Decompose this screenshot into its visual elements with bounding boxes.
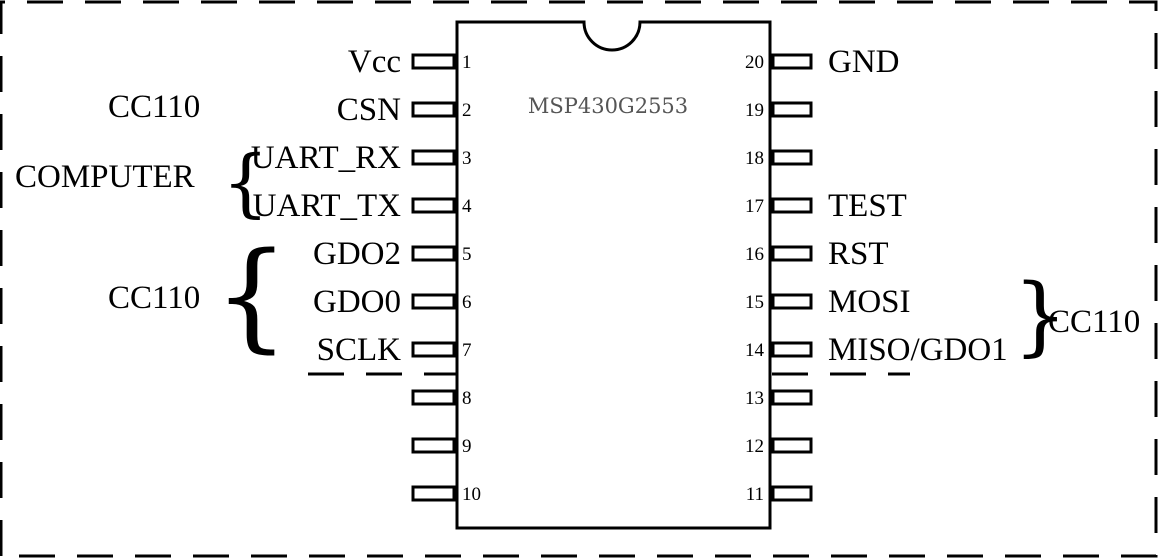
- uart-group-label: COMPUTER: [15, 159, 195, 195]
- pin-5-lead: [411, 245, 456, 262]
- pin-6-number: 6: [462, 292, 472, 313]
- pin-13-number: 13: [745, 388, 764, 409]
- pin-12-lead: [771, 437, 813, 454]
- pin-7-label: SCLK: [317, 332, 402, 368]
- pin-8-number: 8: [462, 388, 472, 409]
- pin-17-label: TEST: [828, 188, 907, 224]
- pin-18-number: 18: [745, 148, 764, 169]
- pin-3-label: UART_RX: [251, 140, 401, 176]
- pin-4-label: UART_TX: [253, 188, 402, 224]
- pin-7-number: 7: [462, 340, 472, 361]
- chip-name: MSP430G2553: [528, 94, 688, 118]
- left-pin-group: 1 Vcc 2 CSN 3 UART_RX 4 UART_TX 5 GDO2 6 GDO0 7 SCLK 8…: [251, 44, 481, 505]
- pin-13-lead: [771, 389, 813, 406]
- pin-1-lead: [411, 53, 456, 70]
- pin-20-label: GND: [828, 44, 900, 80]
- pin-17-lead: [771, 197, 813, 214]
- pin-8-lead: [411, 389, 456, 406]
- csn-group-label: CC110: [108, 89, 200, 125]
- pin-3-number: 3: [462, 148, 472, 169]
- pin-4-number: 4: [462, 196, 472, 217]
- pin-16-label: RST: [828, 236, 889, 272]
- pin-6-lead: [411, 293, 456, 310]
- pin-10-number: 10: [462, 484, 481, 505]
- pin-16-lead: [771, 245, 813, 262]
- pin-1-label: Vcc: [348, 44, 401, 80]
- pin-16-number: 16: [745, 244, 764, 265]
- pin-6-label: GDO0: [313, 284, 401, 320]
- pin-9-number: 9: [462, 436, 472, 457]
- pin-14-label: MISO/GDO1: [828, 332, 1008, 368]
- pin-18-lead: [771, 149, 813, 166]
- pin-3-lead: [411, 149, 456, 166]
- pin-11-number: 11: [746, 484, 764, 505]
- pin-20-lead: [771, 53, 813, 70]
- pin-19-lead: [771, 101, 813, 118]
- pin-20-number: 20: [745, 52, 764, 73]
- pin-15-label: MOSI: [828, 284, 911, 320]
- pin-5-number: 5: [462, 244, 472, 265]
- uart-group-brace: {: [222, 140, 269, 226]
- pin-12-number: 12: [745, 436, 764, 457]
- pin-4-lead: [411, 197, 456, 214]
- pin-10-lead: [411, 485, 456, 502]
- pin-2-label: CSN: [337, 92, 401, 128]
- pin-14-lead: [771, 341, 813, 358]
- right-pin-group: 20 GND 19 18 17 TEST 16 RST 15 MOSI 14 MISO/GDO1 13 1…: [745, 44, 1008, 505]
- pin-7-lead: [411, 341, 456, 358]
- pin-15-lead: [771, 293, 813, 310]
- pin-17-number: 17: [745, 196, 764, 217]
- chip-body: [455, 20, 772, 530]
- gdo-group-label: CC110: [108, 280, 200, 316]
- pin-5-label: GDO2: [313, 236, 401, 272]
- pin-15-number: 15: [745, 292, 764, 313]
- pin-2-lead: [411, 101, 456, 118]
- gdo-group-brace: {: [214, 226, 289, 364]
- spi-group-brace: }: [1013, 266, 1068, 366]
- pin-1-number: 1: [462, 52, 472, 73]
- pin-19-number: 19: [745, 100, 764, 121]
- spi-group-label: CC110: [1048, 304, 1140, 340]
- pin-14-number: 14: [745, 340, 765, 361]
- pin-9-lead: [411, 437, 456, 454]
- pin-2-number: 2: [462, 100, 472, 121]
- pin-11-lead: [771, 485, 813, 502]
